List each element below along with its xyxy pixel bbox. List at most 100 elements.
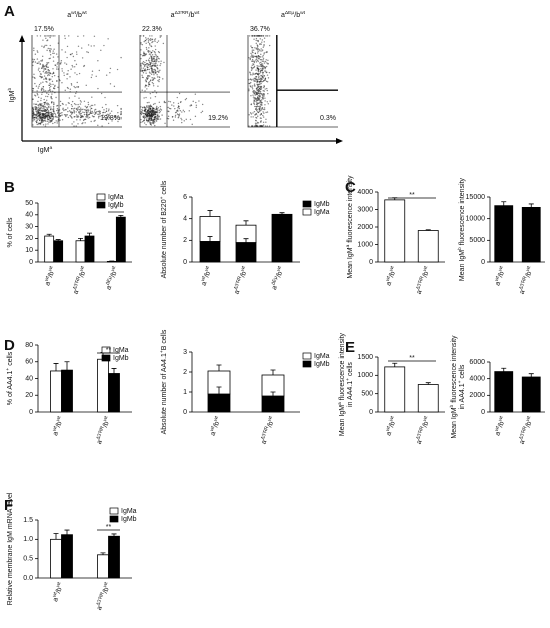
event-dot [54, 35, 56, 37]
text-part: wt [239, 265, 247, 272]
event-dot [250, 79, 253, 81]
event-dot [36, 123, 38, 126]
event-dot [32, 116, 34, 119]
event-dot [73, 121, 75, 123]
event-dot [149, 111, 151, 113]
event-dot [263, 41, 265, 43]
text-part: + [346, 378, 351, 381]
event-dot [167, 115, 170, 118]
y-tick-label: 50 [25, 200, 33, 207]
event-dot [143, 40, 145, 43]
event-dot [262, 77, 265, 79]
event-dot [151, 108, 153, 111]
text-part: /b [525, 270, 534, 278]
event-dot [87, 109, 90, 112]
event-dot [266, 111, 269, 113]
event-dot [149, 37, 152, 40]
event-dot [43, 78, 45, 80]
event-dot [252, 90, 254, 92]
event-dot [71, 117, 73, 119]
event-dot [44, 125, 47, 127]
text-part: wt [525, 415, 533, 422]
event-dot [264, 125, 267, 127]
event-dot [258, 97, 261, 100]
event-dot [52, 109, 55, 112]
event-dot [262, 108, 264, 111]
event-dot [154, 45, 156, 47]
event-dot [254, 124, 257, 126]
text-part: wt [388, 265, 396, 272]
event-dot [105, 110, 108, 112]
text-part: Absolute number of AA4.1 [161, 353, 168, 434]
event-dot [33, 76, 36, 79]
event-dot [33, 47, 35, 49]
event-dot [63, 113, 66, 116]
event-dot [178, 92, 181, 95]
event-dot [52, 83, 54, 86]
event-dot [254, 47, 256, 49]
event-dot [153, 107, 155, 110]
event-dot [61, 111, 63, 114]
event-dot [76, 116, 78, 119]
event-dot [159, 35, 161, 37]
event-dot [82, 108, 84, 111]
event-dot [74, 86, 76, 89]
event-dot [34, 53, 37, 55]
event-dot [109, 67, 112, 70]
event-dot [56, 104, 59, 107]
error-bar [425, 382, 431, 385]
event-dot [171, 104, 173, 106]
event-dot [262, 116, 265, 118]
event-dot [154, 95, 157, 98]
event-dot [258, 75, 260, 78]
event-dot [80, 116, 82, 119]
event-dot [36, 112, 38, 114]
text-part: wt [422, 265, 430, 272]
event-dot [44, 114, 47, 117]
y-tick-label: 20 [25, 235, 33, 242]
text-part: wt [209, 425, 217, 432]
event-dot [147, 40, 150, 42]
event-dot [77, 86, 79, 88]
event-dot [250, 95, 252, 97]
event-dot [255, 59, 257, 61]
text-part: wt [51, 425, 59, 432]
x-tick-label: aΔ3'RR/bwt [258, 415, 277, 446]
event-dot [154, 48, 157, 51]
event-dot [152, 56, 155, 58]
event-dot [195, 106, 197, 109]
event-dot [157, 79, 159, 82]
event-dot [141, 62, 143, 64]
event-dot [141, 43, 144, 46]
event-dot [147, 59, 150, 61]
legend-label: IgMa [113, 347, 129, 354]
event-dot [140, 62, 142, 65]
text-part: wt [385, 275, 393, 282]
event-dot [268, 35, 271, 37]
event-dot [46, 63, 48, 65]
event-dot [249, 85, 251, 87]
event-dot [32, 107, 34, 109]
event-dot [101, 106, 104, 109]
event-dot [140, 57, 142, 60]
y-tick-label: 3 [183, 349, 187, 356]
event-dot [120, 56, 122, 59]
event-dot [250, 56, 252, 58]
event-dot [259, 78, 261, 81]
legend-swatch [96, 201, 106, 209]
legend-swatch [101, 354, 111, 362]
text-part: /b [422, 420, 431, 428]
event-dot [85, 84, 87, 87]
text-part: a [52, 431, 60, 437]
event-dot [154, 38, 157, 40]
event-dot [65, 63, 68, 65]
event-dot [261, 39, 264, 41]
event-dot [140, 106, 142, 108]
event-dot [47, 123, 49, 125]
event-dot [259, 86, 262, 88]
event-dot [46, 92, 48, 94]
event-dot [259, 94, 261, 96]
event-dot [48, 116, 50, 118]
event-dot [159, 108, 162, 110]
event-dot [266, 35, 268, 37]
